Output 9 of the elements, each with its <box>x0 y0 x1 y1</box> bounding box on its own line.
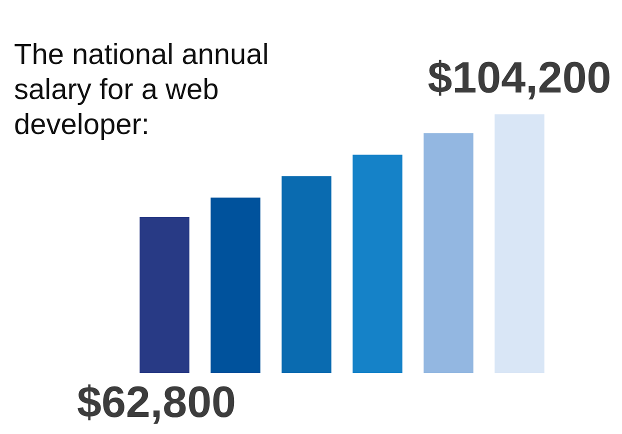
bar <box>282 176 332 373</box>
data-label: $62,800 <box>76 378 236 428</box>
bar <box>210 198 260 373</box>
bar <box>140 217 190 373</box>
data-label: $104,200 <box>428 53 612 102</box>
bar <box>494 114 544 373</box>
bar <box>352 154 402 373</box>
chart-title: The national annual salary for a web developer: <box>14 38 270 142</box>
bar <box>424 133 474 373</box>
